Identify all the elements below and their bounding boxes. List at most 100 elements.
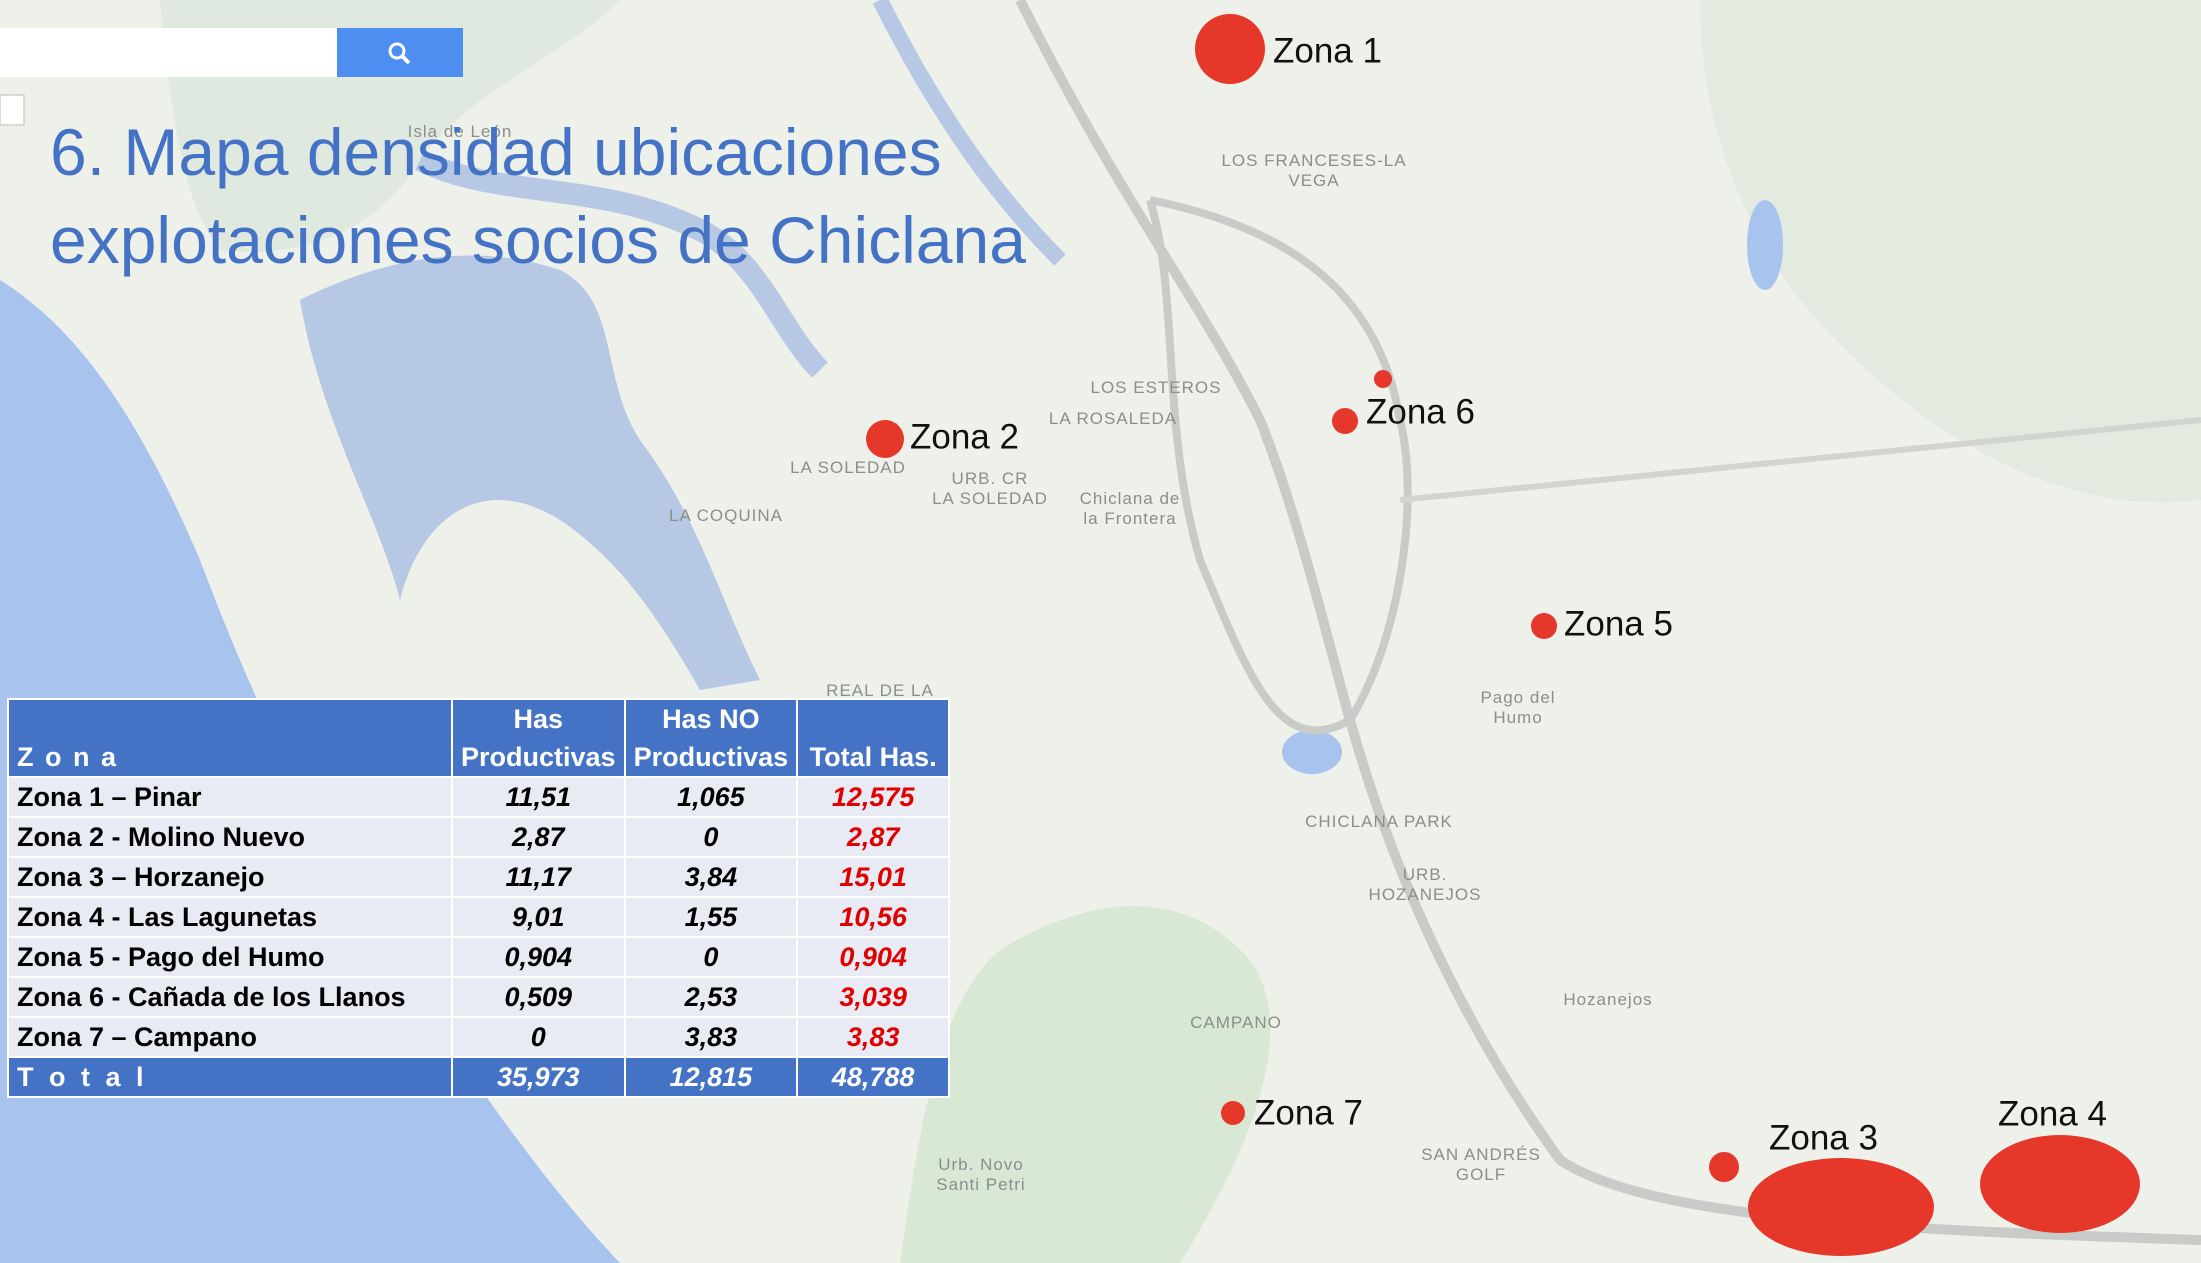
channel — [872, 0, 1066, 266]
table-cell: 0 — [451, 1016, 626, 1058]
green-area — [900, 906, 1271, 1263]
table-cell: Zona 4 - Las Lagunetas — [7, 896, 453, 938]
place-label: LA SOLEDAD — [932, 489, 1048, 508]
table-cell: 15,01 — [796, 856, 951, 898]
table-cell: 9,01 — [451, 896, 626, 938]
zone-table: Z o n a Has Productivas Has NO Productivas To… — [7, 698, 951, 1098]
zone-marker — [1531, 613, 1557, 639]
zone-marker — [1748, 1158, 1934, 1256]
table-cell: 2,87 — [796, 816, 951, 858]
total-row: T o t a l 35,973 12,815 48,788 — [7, 1056, 951, 1098]
table-cell: 0,904 — [451, 936, 626, 978]
table-cell: 3,84 — [623, 856, 799, 898]
table-cell: 3,039 — [796, 976, 951, 1018]
place-label: Chiclana de — [1080, 489, 1181, 508]
total-cell: 48,788 — [796, 1056, 951, 1098]
title-line: 6. Mapa densidad ubicaciones — [50, 115, 942, 189]
zone-marker — [1195, 14, 1265, 84]
place-label: URB. — [1403, 865, 1448, 884]
table-cell: 2,53 — [623, 976, 799, 1018]
channel — [415, 150, 828, 378]
place-label: Urb. Novo — [938, 1155, 1024, 1174]
header-cell: Has NO Productivas — [623, 698, 799, 778]
data-row: Zona 4 - Las Lagunetas 9,01 1,55 10,56 — [7, 896, 951, 938]
search-icon — [400, 54, 411, 65]
data-row: Zona 2 - Molino Nuevo 2,87 0 2,87 — [7, 816, 951, 858]
road — [1146, 196, 1412, 735]
place-label: URB. CR — [952, 469, 1029, 488]
road — [1399, 417, 2201, 503]
header-text: Has — [513, 704, 564, 734]
marsh — [300, 255, 760, 691]
place-label: GOLF — [1456, 1165, 1506, 1184]
lake — [1747, 200, 1783, 290]
place-label: Humo — [1493, 708, 1542, 727]
place-label: SAN ANDRÉS — [1421, 1145, 1541, 1164]
header-cell: Total Has. — [796, 698, 951, 778]
table-cell: 3,83 — [796, 1016, 951, 1058]
table-cell: Zona 5 - Pago del Humo — [7, 936, 453, 978]
place-label: LA SOLEDAD — [790, 458, 906, 477]
total-cell: 12,815 — [623, 1056, 799, 1098]
zone-marker — [1221, 1101, 1245, 1125]
title-line: explotaciones socios de Chiclana — [50, 203, 1026, 277]
header-text: Productivas — [633, 742, 789, 772]
place-label: LOS FRANCESES-LA — [1221, 151, 1406, 170]
data-row: Zona 1 – Pinar 11,51 1,065 12,575 — [7, 776, 951, 818]
data-row: Zona 7 – Campano 0 3,83 3,83 — [7, 1016, 951, 1058]
table-cell: 1,065 — [623, 776, 799, 818]
table-cell: 0,904 — [796, 936, 951, 978]
map-control[interactable] — [0, 94, 25, 126]
header-row: Z o n a Has Productivas Has NO Productivas To… — [7, 698, 951, 778]
zone-label: Zona 2 — [910, 417, 1019, 456]
place-label: CAMPANO — [1190, 1013, 1282, 1032]
table-cell: Zona 7 – Campano — [7, 1016, 453, 1058]
zone-markers: Zona 1 Zona 2 Zona 3 Zona 4 Zona 5 Zona 6 Zona… — [866, 14, 2140, 1256]
table-cell: 12,575 — [796, 776, 951, 818]
table-cell: 0,509 — [451, 976, 626, 1018]
total-cell: T o t a l — [7, 1056, 453, 1098]
table-cell: Zona 1 – Pinar — [7, 776, 453, 818]
zone-label: Zona 3 — [1769, 1118, 1878, 1157]
data-row: Zona 6 - Cañada de los Llanos 0,509 2,53 3,… — [7, 976, 951, 1018]
header-cell: Has Productivas — [451, 698, 626, 778]
place-label: Pago del — [1480, 688, 1555, 707]
data-row: Zona 5 - Pago del Humo 0,904 0 0,904 — [7, 936, 951, 978]
table-cell: 0 — [623, 816, 799, 858]
header-text: Total Has. — [809, 742, 937, 772]
zone-label: Zona 1 — [1273, 31, 1382, 70]
slide-title: 6. Mapa densidad ubicaciones explotacione… — [50, 108, 1026, 284]
place-label: Santi Petri — [936, 1175, 1025, 1194]
zone-label: Zona 6 — [1366, 392, 1475, 431]
table-cell: 3,83 — [623, 1016, 799, 1058]
place-label: LA COQUINA — [669, 506, 783, 525]
road — [1015, 0, 2201, 1245]
search-button[interactable] — [337, 28, 463, 77]
zone-marker — [866, 420, 904, 458]
place-label: VEGA — [1288, 171, 1339, 190]
zone-label: Zona 5 — [1564, 604, 1673, 643]
table-cell: Zona 6 - Cañada de los Llanos — [7, 976, 453, 1018]
place-label: Hozanejos — [1563, 990, 1652, 1009]
data-row: Zona 3 – Horzanejo 11,17 3,84 15,01 — [7, 856, 951, 898]
zone-marker — [1374, 370, 1392, 388]
place-label: HOZANEJOS — [1369, 885, 1482, 904]
header-text: Z o n a — [17, 742, 118, 772]
table-cell: 1,55 — [623, 896, 799, 938]
zone-marker — [1980, 1135, 2140, 1233]
total-cell: 35,973 — [451, 1056, 626, 1098]
place-label: REAL DE LA — [826, 681, 934, 700]
search-icon — [388, 42, 406, 60]
zone-label: Zona 4 — [1998, 1094, 2107, 1133]
table-cell: Zona 3 – Horzanejo — [7, 856, 453, 898]
place-label: LOS ESTEROS — [1091, 378, 1222, 397]
table-cell: 11,17 — [451, 856, 626, 898]
lake — [1282, 730, 1342, 774]
zone-marker — [1709, 1152, 1739, 1182]
search-box[interactable] — [0, 28, 337, 77]
table-cell: 10,56 — [796, 896, 951, 938]
header-text: Has NO — [662, 704, 760, 734]
table-cell: Zona 2 - Molino Nuevo — [7, 816, 453, 858]
place-label: la Frontera — [1083, 509, 1176, 528]
